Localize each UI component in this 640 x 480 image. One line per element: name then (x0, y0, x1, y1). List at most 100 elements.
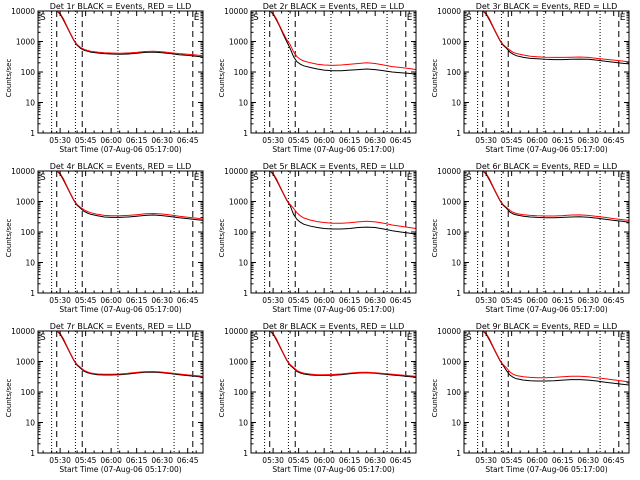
y-tick-label: 10000 (437, 327, 461, 336)
lld-series-line (251, 330, 417, 377)
end-marker-label: E (194, 173, 200, 183)
start-marker-label: S (253, 173, 259, 183)
y-tick-label: 10000 (224, 7, 248, 16)
x-tick-label: 06:45 (177, 296, 199, 305)
x-tick-label: 05:30 (475, 456, 497, 465)
chart-panel-7: 1 10 100 1000 10000 05:30 05:45 06:00 06:15 06:30… (5, 322, 204, 474)
chart-title: Det 1r BLACK = Events, RED = LLD (50, 2, 192, 11)
y-tick-label: 10 (25, 99, 35, 108)
y-tick-label: 100 (447, 388, 462, 397)
x-tick-label: 06:15 (339, 136, 361, 145)
chart-panel-9: 1 10 100 1000 10000 05:30 05:45 06:00 06:15 06:30… (431, 322, 630, 474)
chart-title: Det 9r BLACK = Events, RED = LLD (476, 322, 618, 331)
x-tick-label: 05:45 (75, 456, 97, 465)
chart-panel-5: 1 10 100 1000 10000 05:30 05:45 06:00 06:15 06:30… (218, 162, 417, 314)
x-axis-label: Start Time (07-Aug-06 05:17:00) (272, 145, 394, 154)
y-tick-label: 10000 (437, 7, 461, 16)
y-axis-label: Counts/sec (5, 59, 13, 98)
x-tick-label: 06:00 (313, 296, 335, 305)
x-tick-label: 05:30 (475, 136, 497, 145)
x-axis-label: Start Time (07-Aug-06 05:17:00) (485, 305, 607, 314)
start-marker-label: S (253, 333, 259, 343)
x-tick-label: 05:45 (501, 296, 523, 305)
y-tick-label: 10000 (11, 327, 35, 336)
x-tick-label: 06:30 (364, 136, 386, 145)
y-tick-label: 100 (21, 68, 36, 77)
x-tick-label: 05:45 (501, 456, 523, 465)
y-axis-label: Counts/sec (431, 59, 439, 98)
start-marker-label: S (253, 13, 259, 23)
y-tick-label: 10000 (224, 327, 248, 336)
x-tick-label: 06:00 (313, 136, 335, 145)
x-tick-label: 06:15 (552, 136, 574, 145)
y-tick-label: 1 (30, 289, 35, 298)
x-axis-label: Start Time (07-Aug-06 05:17:00) (59, 145, 181, 154)
y-tick-label: 10 (451, 99, 461, 108)
x-axis-label: Start Time (07-Aug-06 05:17:00) (272, 305, 394, 314)
chart-panel-3: 1 10 100 1000 10000 05:30 05:45 06:00 06:15 06:30… (431, 2, 630, 154)
x-tick-label: 06:45 (603, 136, 625, 145)
y-axis-label: Counts/sec (431, 379, 439, 418)
x-tick-label: 06:15 (552, 456, 574, 465)
y-axis-label: Counts/sec (218, 59, 226, 98)
y-axis-label: Counts/sec (218, 219, 226, 258)
x-tick-label: 06:15 (339, 456, 361, 465)
x-axis-label: Start Time (07-Aug-06 05:17:00) (59, 465, 181, 474)
y-tick-label: 10 (238, 419, 248, 428)
events-series-line (251, 10, 417, 75)
y-tick-label: 1 (243, 449, 248, 458)
chart-title: Det 8r BLACK = Events, RED = LLD (263, 322, 405, 331)
y-tick-label: 1000 (442, 198, 461, 207)
y-tick-label: 1 (456, 289, 461, 298)
x-tick-label: 06:45 (177, 136, 199, 145)
x-tick-label: 05:30 (49, 456, 71, 465)
y-tick-label: 10000 (224, 167, 248, 176)
x-tick-label: 05:30 (262, 456, 284, 465)
x-tick-label: 06:00 (526, 456, 548, 465)
y-tick-label: 1 (456, 129, 461, 138)
chart-title: Det 6r BLACK = Events, RED = LLD (476, 162, 618, 171)
x-tick-label: 05:30 (262, 136, 284, 145)
x-tick-label: 05:30 (262, 296, 284, 305)
y-tick-label: 1000 (442, 38, 461, 47)
x-tick-label: 06:00 (313, 456, 335, 465)
x-tick-label: 06:00 (526, 296, 548, 305)
x-tick-label: 05:45 (75, 136, 97, 145)
chart-panel-4: 1 10 100 1000 10000 05:30 05:45 06:00 06:15 06:30… (5, 162, 204, 314)
y-axis-label: Counts/sec (5, 379, 13, 418)
x-tick-label: 06:30 (577, 136, 599, 145)
start-marker-label: S (40, 13, 46, 23)
x-tick-label: 06:30 (577, 296, 599, 305)
x-tick-label: 06:15 (126, 136, 148, 145)
plot-frame (250, 330, 417, 454)
end-marker-label: E (620, 333, 626, 343)
x-tick-label: 05:45 (288, 456, 310, 465)
lld-series-line (464, 170, 630, 221)
x-tick-label: 06:45 (390, 296, 412, 305)
x-tick-label: 06:30 (364, 456, 386, 465)
end-marker-label: E (620, 173, 626, 183)
y-tick-label: 1000 (16, 358, 35, 367)
x-axis-label: Start Time (07-Aug-06 05:17:00) (59, 305, 181, 314)
plot-frame (463, 330, 630, 454)
y-tick-label: 1 (30, 129, 35, 138)
chart-title: Det 2r BLACK = Events, RED = LLD (263, 2, 405, 11)
end-marker-label: E (620, 13, 626, 23)
chart-panel-1: 1 10 100 1000 10000 05:30 05:45 06:00 06:15 06:30… (5, 2, 204, 154)
lld-series-line (38, 170, 204, 220)
y-tick-label: 1 (456, 449, 461, 458)
end-marker-label: E (407, 173, 413, 183)
y-tick-label: 10000 (11, 7, 35, 16)
plot-frame (250, 170, 417, 294)
x-tick-label: 06:00 (100, 296, 122, 305)
plot-frame (463, 10, 630, 134)
x-tick-label: 06:30 (364, 296, 386, 305)
chart-title: Det 3r BLACK = Events, RED = LLD (476, 2, 618, 11)
x-tick-label: 05:45 (288, 136, 310, 145)
y-tick-label: 100 (447, 68, 462, 77)
lld-series-line (38, 10, 204, 57)
y-tick-label: 100 (21, 388, 36, 397)
x-axis-label: Start Time (07-Aug-06 05:17:00) (272, 465, 394, 474)
x-tick-label: 05:45 (288, 296, 310, 305)
